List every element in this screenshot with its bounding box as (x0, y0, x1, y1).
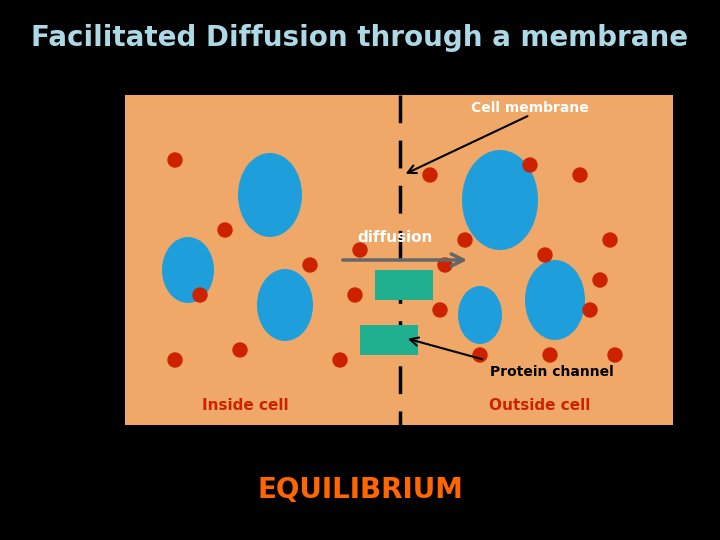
Bar (125, 95, 673, 425)
Text: Inside cell: Inside cell (202, 397, 288, 413)
Ellipse shape (162, 237, 214, 303)
Text: diffusion: diffusion (357, 230, 433, 245)
Text: Protein channel: Protein channel (490, 365, 613, 379)
Circle shape (538, 248, 552, 262)
Circle shape (573, 168, 587, 182)
Ellipse shape (462, 150, 538, 250)
Circle shape (168, 153, 182, 167)
Text: Cell membrane: Cell membrane (471, 101, 589, 115)
Circle shape (593, 273, 607, 287)
Circle shape (353, 243, 367, 257)
Bar (375, 270, 433, 300)
Circle shape (583, 303, 597, 317)
Circle shape (438, 258, 452, 272)
Bar (360, 325, 418, 355)
Circle shape (458, 233, 472, 247)
Circle shape (608, 348, 622, 362)
Circle shape (473, 348, 487, 362)
Circle shape (523, 158, 537, 172)
Circle shape (333, 353, 347, 367)
Circle shape (543, 348, 557, 362)
Ellipse shape (238, 153, 302, 237)
Circle shape (168, 353, 182, 367)
Circle shape (218, 223, 232, 237)
Circle shape (423, 168, 437, 182)
Circle shape (233, 343, 247, 357)
Ellipse shape (257, 269, 313, 341)
Circle shape (193, 288, 207, 302)
Circle shape (433, 303, 447, 317)
Text: Facilitated Diffusion through a membrane: Facilitated Diffusion through a membrane (32, 24, 688, 52)
Circle shape (603, 233, 617, 247)
Text: EQUILIBRIUM: EQUILIBRIUM (257, 476, 463, 504)
Ellipse shape (525, 260, 585, 340)
Ellipse shape (458, 286, 502, 344)
Circle shape (303, 258, 317, 272)
Circle shape (348, 288, 362, 302)
Text: Outside cell: Outside cell (490, 397, 590, 413)
